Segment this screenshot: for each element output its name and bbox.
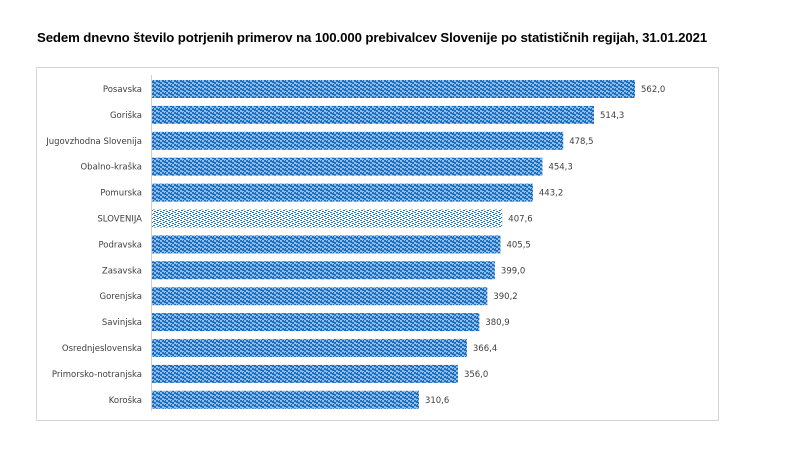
data-label: 407,6 [508,215,532,225]
category-label: Goriška [110,110,142,121]
data-label: 310,6 [425,396,449,406]
category-label: Obalno-kraška [80,162,142,173]
category-label: Pomurska [100,189,142,199]
category-label: Podravska [98,240,142,250]
bar-podravska [152,235,501,254]
chart-title: Sedem dnevno število potrjenih primerov … [37,30,708,45]
chart-frame [36,67,719,421]
category-label: Primorsko-notranjska [52,370,142,380]
bar-primorsko-notranjska [152,364,458,383]
bar-slovenija [152,209,503,228]
data-label: 380,9 [485,318,509,328]
data-label: 443,2 [539,189,563,199]
data-label: 454,3 [548,163,572,173]
category-label: SLOVENIJA [97,215,142,225]
bar-goriška [152,105,595,124]
data-label: 405,5 [506,240,530,250]
category-label: Zasavska [102,266,142,276]
bar-posavska [152,80,635,98]
data-label: 399,0 [501,266,525,276]
bar-savinjska [152,313,480,332]
category-label: Jugovzhodna Slovenija [45,137,142,147]
bar-zasavska [152,261,495,280]
data-label: 562,0 [641,85,665,95]
category-label: Koroška [109,395,142,406]
data-label: 366,4 [473,344,497,354]
category-label: Osrednjeslovenska [62,344,142,354]
bar-osrednjeslovenska [152,339,467,357]
data-label: 390,2 [493,292,517,302]
bar-jugovzhodna-slovenija [152,131,564,150]
bar-koroška [152,390,419,409]
category-label: Gorenjska [100,292,142,302]
data-label: 514,3 [600,111,624,121]
data-label: 478,5 [569,137,593,147]
bar-pomurska [152,183,533,202]
category-label: Posavska [103,85,142,95]
data-label: 356,0 [464,370,488,380]
bar-obalno-kraška [152,157,543,176]
category-label: Savinjska [102,318,142,328]
bar-gorenjska [152,287,488,306]
